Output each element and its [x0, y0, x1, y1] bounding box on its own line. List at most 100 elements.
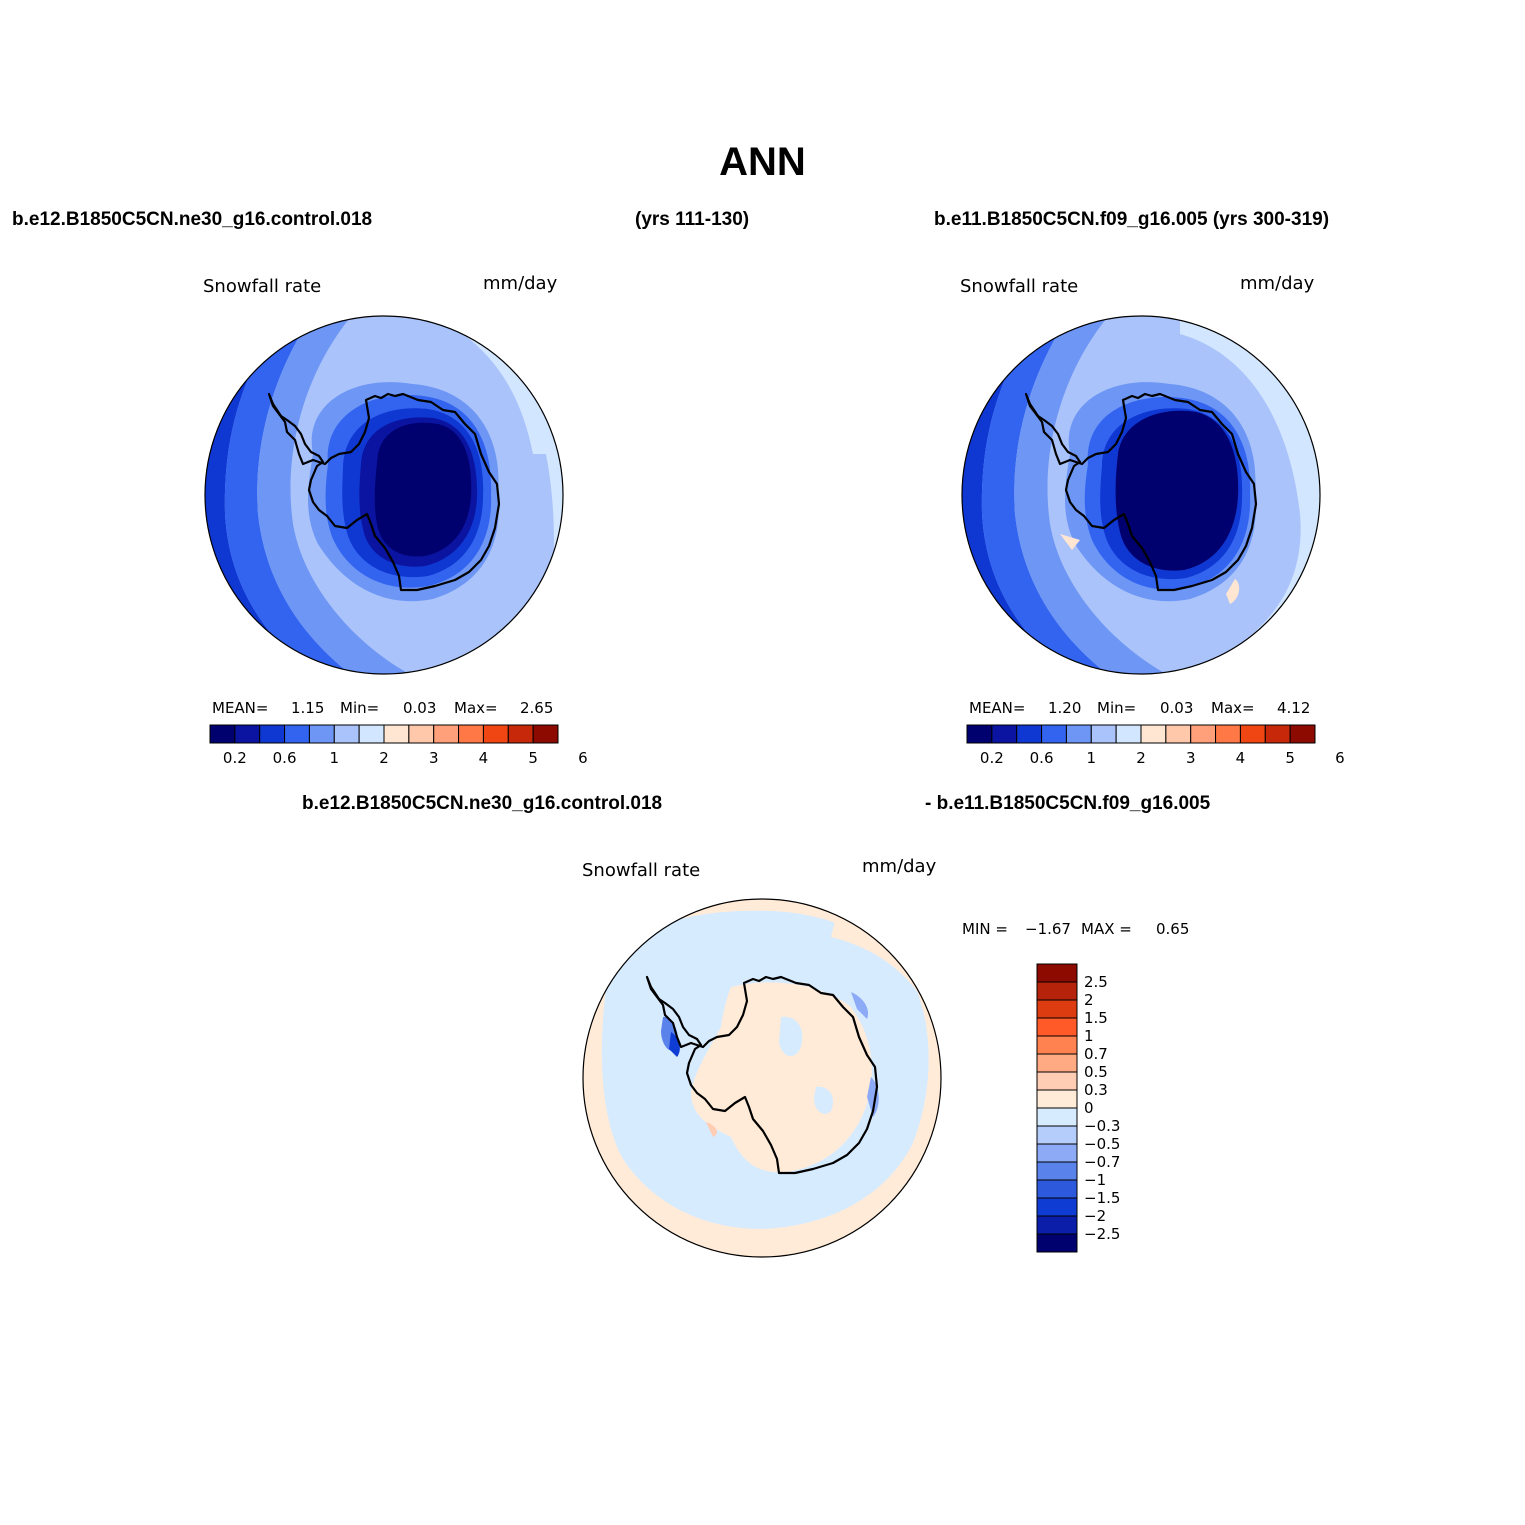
panel1-colorbar-tick-label: 3: [429, 749, 439, 767]
panel2-colorbar-tick-label: 4: [1236, 749, 1246, 767]
panel3-diff-map: [582, 898, 942, 1258]
panel3-colorbar-swatch: [1036, 963, 1078, 983]
panel1-colorbar-tick-label: 4: [479, 749, 489, 767]
panel1-variable-label: Snowfall rate: [203, 276, 322, 297]
panel2-min-label: Min=: [1097, 699, 1137, 717]
panel2-colorbar-swatch: [1016, 724, 1043, 744]
panel3-colorbar-swatch: [1036, 999, 1078, 1019]
panel1-colorbar-swatch: [284, 724, 310, 744]
panel2-colorbar-tick-label: 3: [1186, 749, 1196, 767]
panel3-colorbar-tick-label: −2: [1084, 1207, 1106, 1225]
panel3-units-label: mm/day: [862, 856, 937, 877]
panel2-max-label: Max=: [1211, 699, 1255, 717]
panel3-colorbar-swatch: [1036, 1179, 1078, 1199]
panel1-units-label: mm/day: [483, 273, 558, 294]
panel3-colorbar-tick-label: 1.5: [1084, 1009, 1108, 1027]
panel3-colorbar-tick-label: −0.3: [1084, 1117, 1120, 1135]
panel1-colorbar-tick-label: 0.6: [273, 749, 297, 767]
panel3-min-value: −1.67: [1025, 920, 1071, 938]
panel3-colorbar-tick-label: 2: [1084, 991, 1094, 1009]
panel2-colorbar-swatch: [1215, 724, 1241, 744]
panel3-colorbar-tick-label: −1.5: [1084, 1189, 1120, 1207]
panel1-colorbar-swatch: [209, 724, 236, 744]
panel1-colorbar-swatch: [482, 724, 509, 744]
panel3-colorbar-tick-label: −1: [1084, 1171, 1106, 1189]
panel1-colorbar-swatch: [433, 724, 460, 744]
panel1-min-label: Min=: [340, 699, 380, 717]
panel2-colorbar-swatch: [991, 724, 1018, 744]
panel2-colorbar-swatch: [966, 724, 993, 744]
left-case-years: (yrs 111-130): [635, 209, 750, 230]
panel2-colorbar-swatch: [1239, 724, 1266, 744]
figure-title: ANN: [719, 140, 806, 184]
panel3-colorbar-tick-label: −2.5: [1084, 1225, 1120, 1243]
panel1-colorbar-swatch: [507, 724, 534, 744]
panel3-colorbar-swatch: [1036, 1215, 1078, 1235]
panel2-min-value: 0.03: [1160, 699, 1194, 717]
right-case-header: b.e11.B1850C5CN.f09_g16.005 (yrs 300-319…: [934, 209, 1330, 230]
panel3-colorbar: 2.521.510.70.50.30−0.3−0.5−0.7−1−1.5−2−2…: [1036, 963, 1120, 1253]
panel2-colorbar-tick-label: 5: [1285, 749, 1295, 767]
panel1-colorbar-swatch: [333, 724, 360, 744]
panel1-colorbar-swatch: [408, 724, 435, 744]
panel1-colorbar-swatch: [308, 724, 335, 744]
panel1-colorbar-swatch: [383, 724, 410, 744]
panel3-colorbar-swatch: [1036, 981, 1078, 1001]
panel2-map: [961, 315, 1321, 675]
panel2-colorbar: 0.2 0.6 1 2 3 4 5 6: [966, 724, 1345, 767]
panel2-mean-label: MEAN=: [969, 699, 1026, 717]
panel1-colorbar-swatch: [234, 724, 261, 744]
panel3-variable-label: Snowfall rate: [582, 860, 701, 881]
panel3-colorbar-swatch: [1036, 1161, 1078, 1181]
panel2-colorbar-swatch: [1264, 724, 1291, 744]
panel3-colorbar-tick-label: −0.7: [1084, 1153, 1120, 1171]
panel3-max-label: MAX =: [1081, 920, 1132, 938]
panel3-min-label: MIN =: [962, 920, 1008, 938]
panel2-colorbar-swatch: [1190, 724, 1217, 744]
panel1-colorbar-swatch: [532, 724, 559, 744]
panel3-colorbar-swatch: [1036, 1197, 1078, 1217]
panel3-colorbar-swatch: [1036, 1089, 1078, 1109]
panel1-colorbar-swatch: [358, 724, 385, 744]
panel2-max-value: 4.12: [1277, 699, 1311, 717]
panel2-colorbar-swatch: [1065, 724, 1092, 744]
panel3-colorbar-swatch: [1036, 1233, 1078, 1253]
panel1-min-value: 0.03: [403, 699, 437, 717]
panel2-colorbar-tick-label: 1: [1087, 749, 1097, 767]
panel1-max-value: 2.65: [520, 699, 554, 717]
panel3-colorbar-swatch: [1036, 1035, 1078, 1055]
panel2-colorbar-swatch: [1140, 724, 1167, 744]
panel1-colorbar-tick-label: 6: [578, 749, 588, 767]
panel1-colorbar-swatch: [259, 724, 286, 744]
panel2-colorbar-swatch: [1165, 724, 1192, 744]
panel2-colorbar-tick-label: 6: [1335, 749, 1345, 767]
panel2-colorbar-tick-label: 0.2: [980, 749, 1004, 767]
panel3-colorbar-swatch: [1036, 1071, 1078, 1091]
panel1-map: [204, 315, 564, 675]
panel1-colorbar-tick-label: 5: [528, 749, 538, 767]
panel1-mean-label: MEAN=: [212, 699, 269, 717]
panel3-colorbar-tick-label: 0.5: [1084, 1063, 1108, 1081]
panel3-colorbar-tick-label: 1: [1084, 1027, 1094, 1045]
panel3-colorbar-swatch: [1036, 1107, 1078, 1127]
panel2-variable-label: Snowfall rate: [960, 276, 1079, 297]
panel2-units-label: mm/day: [1240, 273, 1315, 294]
panel1-colorbar-tick-label: 1: [330, 749, 340, 767]
panel3-max-value: 0.65: [1156, 920, 1190, 938]
panel3-colorbar-swatch: [1036, 1017, 1078, 1037]
panel3-colorbar-swatch: [1036, 1053, 1078, 1073]
panel3-colorbar-tick-label: 0.7: [1084, 1045, 1108, 1063]
panel1-max-label: Max=: [454, 699, 498, 717]
panel3-colorbar-swatch: [1036, 1143, 1078, 1163]
left-case-header: b.e12.B1850C5CN.ne30_g16.control.018: [12, 209, 373, 230]
panel3-colorbar-tick-label: 0: [1084, 1099, 1094, 1117]
panel3-colorbar-tick-label: 0.3: [1084, 1081, 1108, 1099]
panel1-mean-value: 1.15: [291, 699, 325, 717]
panel2-colorbar-swatch: [1289, 724, 1316, 744]
diff-header-left: b.e12.B1850C5CN.ne30_g16.control.018: [302, 793, 663, 814]
panel1-colorbar-tick-label: 2: [379, 749, 389, 767]
panel1-colorbar-tick-label: 0.2: [223, 749, 247, 767]
panel2-colorbar-swatch: [1115, 724, 1142, 744]
panel2-colorbar-tick-label: 2: [1136, 749, 1146, 767]
panel1-colorbar: 0.2 0.6 1 2 3 4 5 6: [209, 724, 588, 767]
